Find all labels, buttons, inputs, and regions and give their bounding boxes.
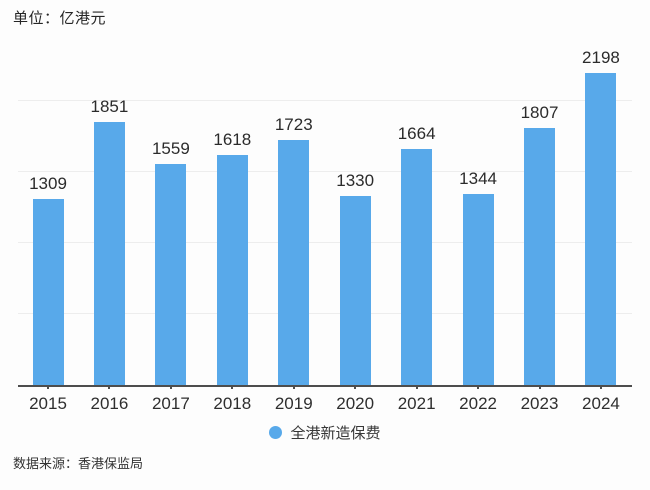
bar-2023 <box>524 128 556 385</box>
bar-value-label: 1330 <box>336 171 375 191</box>
axis-tick <box>292 385 295 389</box>
x-axis-label-2022: 2022 <box>459 394 497 413</box>
gridline <box>18 171 632 173</box>
bar-value-label: 1723 <box>274 115 313 135</box>
bar-2015 <box>32 199 64 385</box>
x-axis-label-2019: 2019 <box>274 394 313 413</box>
x-axis-label-2024: 2024 <box>582 394 620 413</box>
x-axis-label-2018: 2018 <box>213 394 252 413</box>
axis-tick <box>108 385 111 389</box>
bar-2021 <box>401 148 433 385</box>
legend-label: 全港新造保费 <box>290 425 381 442</box>
gridline <box>18 242 632 244</box>
x-axis-label-2016: 2016 <box>90 394 129 413</box>
legend-dot-icon <box>269 426 283 439</box>
gridline <box>18 100 632 102</box>
axis-tick <box>354 385 357 389</box>
bar-2024 <box>585 72 617 385</box>
axis-tick <box>415 385 418 389</box>
bar-2019 <box>278 140 310 385</box>
axis-tick <box>477 385 480 389</box>
legend: 全港新造保费 <box>18 422 632 443</box>
axis-tick <box>538 385 541 389</box>
x-axis-label-2020: 2020 <box>336 394 375 413</box>
bar-2018 <box>216 155 248 385</box>
bar-value-label: 1309 <box>29 174 67 194</box>
bar-value-label: 1807 <box>520 103 559 123</box>
x-axis-label-2023: 2023 <box>520 394 559 413</box>
x-axis-label-2015: 2015 <box>29 394 67 413</box>
x-axis-label-2017: 2017 <box>151 394 190 413</box>
bar-value-label: 1618 <box>213 130 252 150</box>
bar-value-label: 1851 <box>90 97 129 117</box>
unit-label: 单位：亿港元 <box>13 10 107 27</box>
bar-value-label: 2198 <box>582 47 620 67</box>
axis-tick <box>599 385 602 389</box>
bar-value-label: 1559 <box>151 138 190 158</box>
source-note: 数据来源：香港保监局 <box>13 456 144 471</box>
bar-2016 <box>93 122 125 385</box>
bar-2022 <box>462 194 494 385</box>
axis-tick <box>47 385 49 389</box>
bar-value-label: 1344 <box>459 169 497 189</box>
x-axis-label-2021: 2021 <box>397 394 436 413</box>
axis-tick <box>231 385 234 389</box>
axis-tick <box>169 385 172 389</box>
bar-2017 <box>155 163 187 385</box>
bar-value-label: 1664 <box>397 123 436 143</box>
gridline <box>18 313 632 315</box>
bar-2020 <box>339 196 371 385</box>
plot-area: 1309 2015 1851 2016 1559 2017 1618 2018 1723 2019… <box>18 48 632 413</box>
